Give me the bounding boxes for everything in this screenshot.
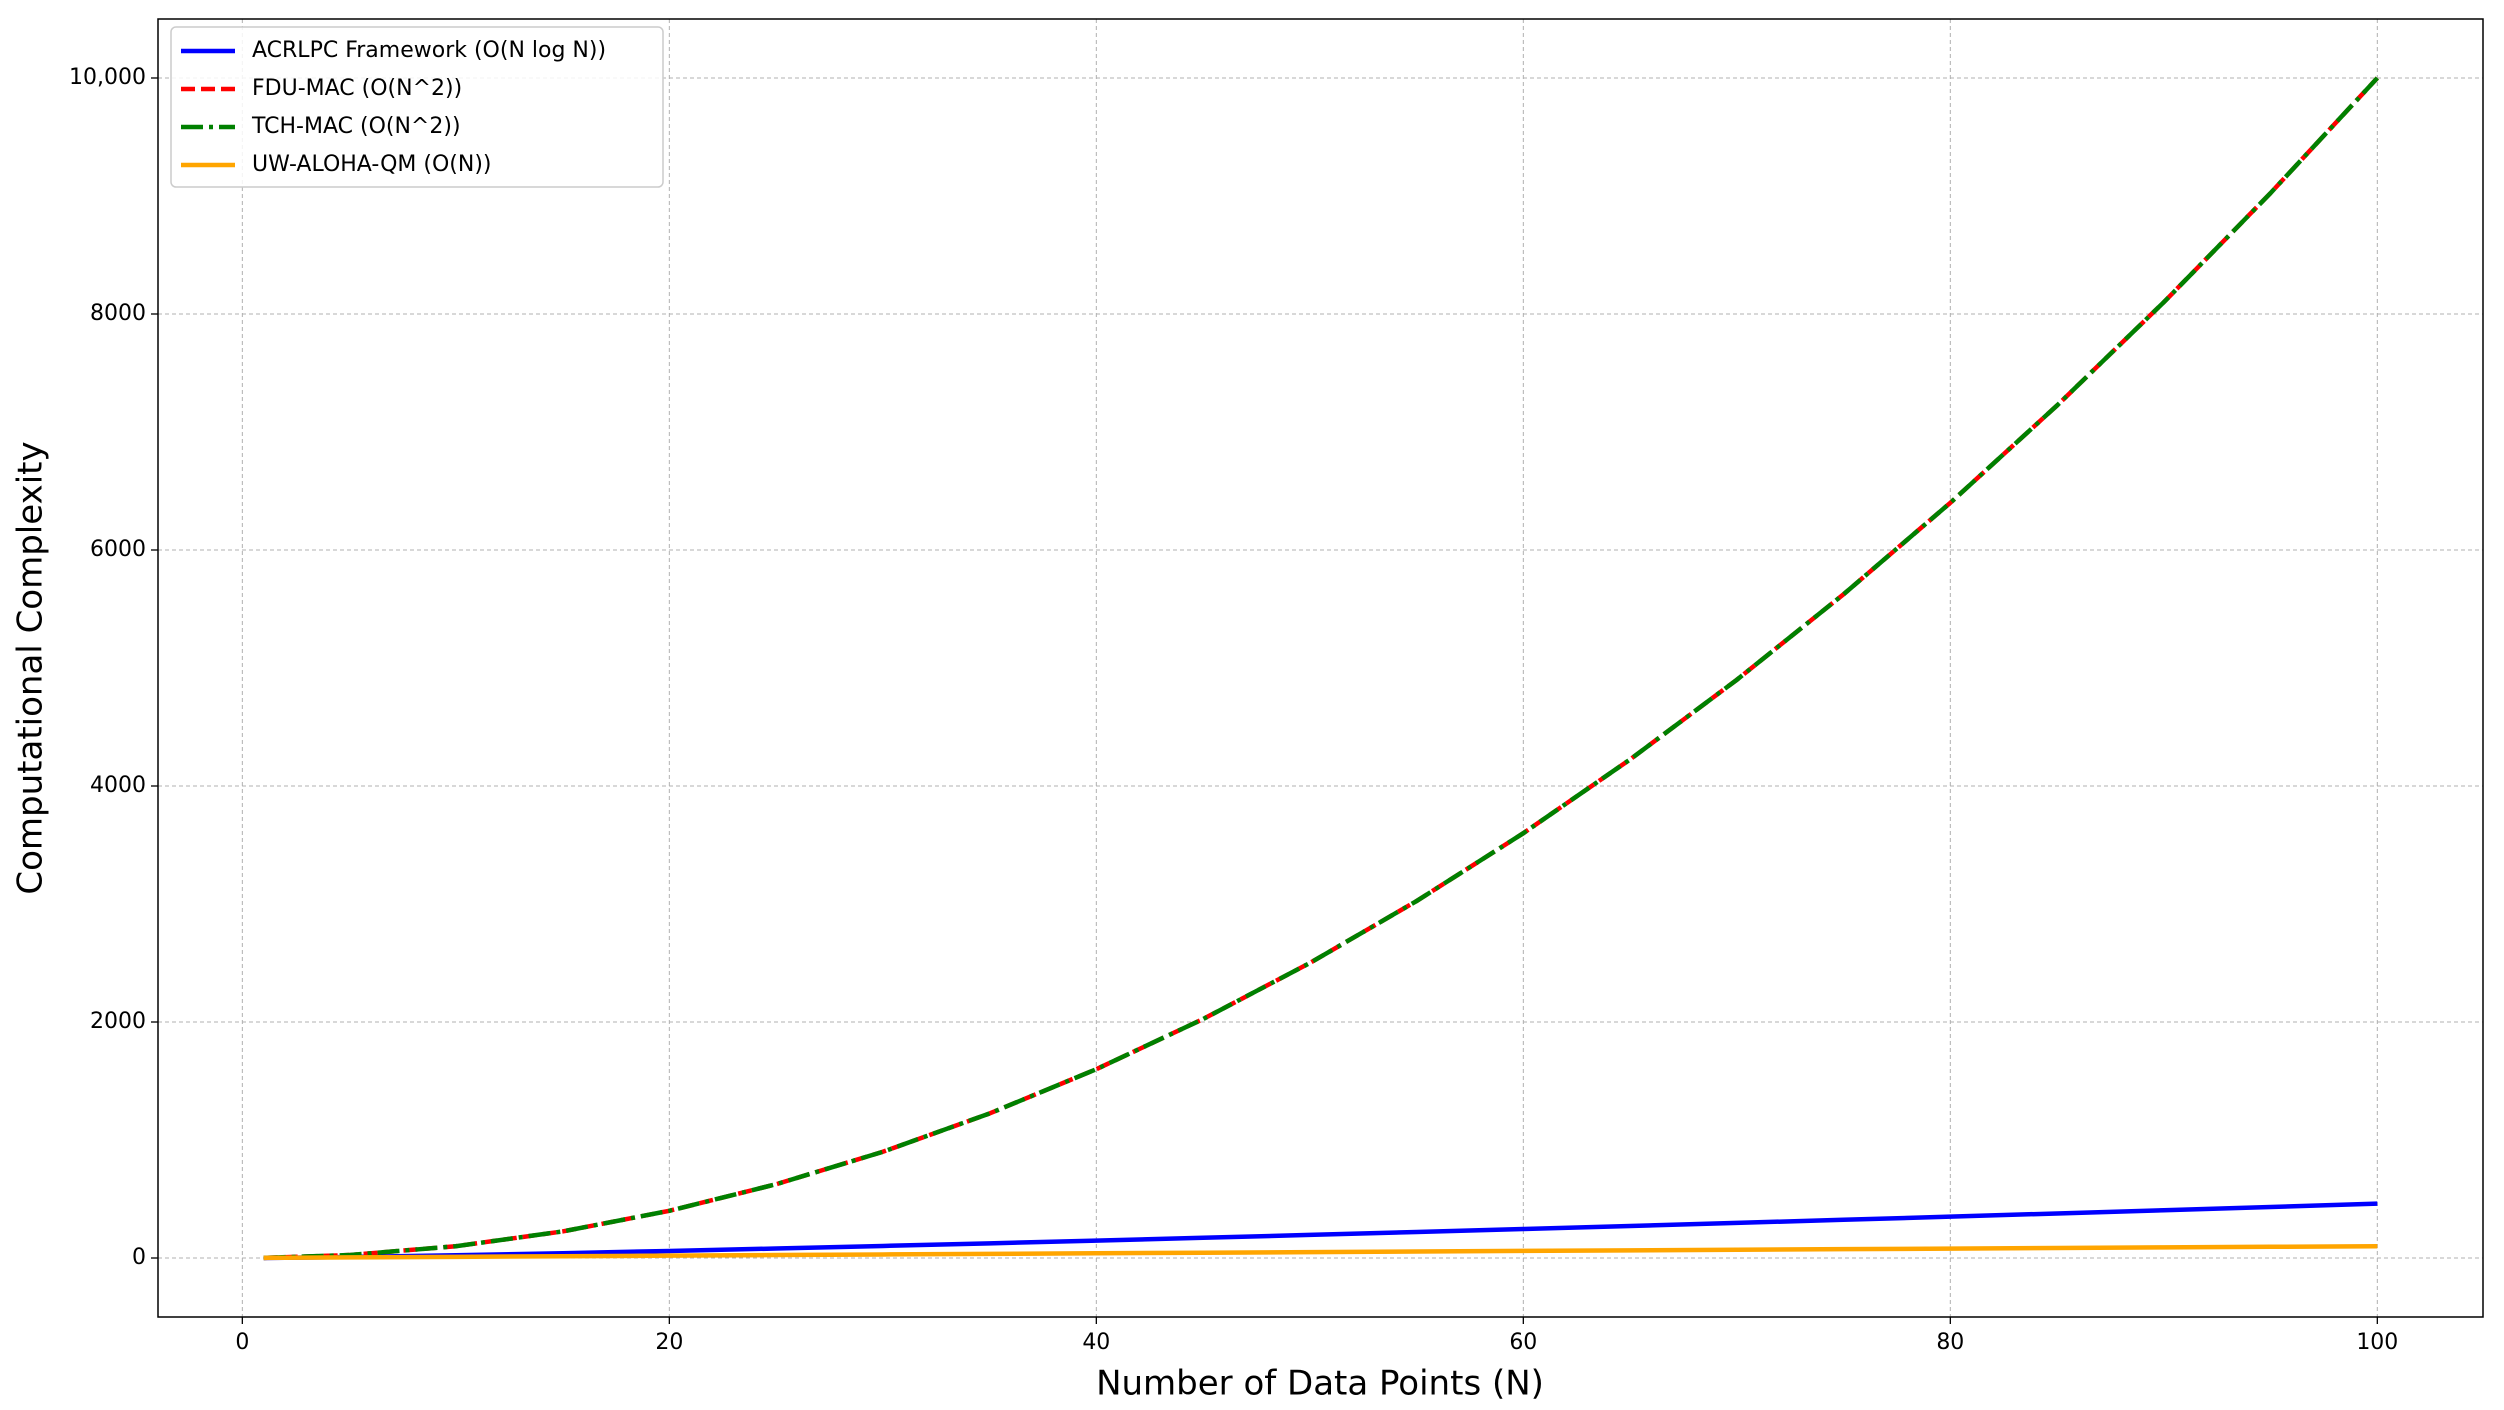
series-line: [263, 1243, 2378, 1261]
x-tick-label: 20: [655, 1330, 683, 1355]
y-tick-label: 4000: [90, 773, 146, 798]
x-tick-label: 0: [235, 1330, 249, 1355]
series-line: [263, 1201, 2378, 1261]
y-axis-label: Computational Complexity: [11, 441, 51, 894]
x-tick-label: 40: [1082, 1330, 1110, 1355]
y-tick-label: 8000: [90, 301, 146, 326]
plot-frame: [157, 18, 2484, 1318]
x-tick-label: 100: [2356, 1330, 2398, 1355]
series-line: [263, 76, 2379, 1261]
legend: ACRLPC Framework (O(N log N)) FDU-MAC (O(…: [170, 26, 664, 188]
y-tick-label: 6000: [90, 537, 146, 562]
x-tick-label: 80: [1936, 1330, 1964, 1355]
x-axis-label: Number of Data Points (N): [1096, 1364, 1544, 1404]
x-tick-label: 60: [1509, 1330, 1537, 1355]
y-tick-label: 10,000: [69, 65, 146, 90]
legend-label: TCH-MAC (O(N^2)): [251, 114, 461, 139]
legend-label: ACRLPC Framework (O(N log N)): [252, 38, 606, 63]
legend-label: FDU-MAC (O(N^2)): [252, 76, 462, 101]
y-tick-label: 0: [132, 1245, 146, 1270]
legend-label: UW-ALOHA-QM (O(N)): [252, 152, 492, 177]
series-line: [263, 76, 2379, 1261]
y-tick-label: 2000: [90, 1009, 146, 1034]
legend-box: [170, 26, 664, 188]
